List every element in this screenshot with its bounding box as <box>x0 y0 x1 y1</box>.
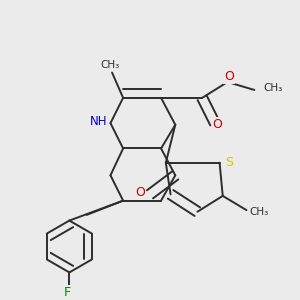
Text: O: O <box>224 70 234 83</box>
Text: S: S <box>225 156 233 169</box>
Text: CH₃: CH₃ <box>250 207 269 217</box>
Text: CH₃: CH₃ <box>101 60 120 70</box>
Text: O: O <box>135 186 145 199</box>
Text: CH₃: CH₃ <box>263 83 283 93</box>
Text: NH: NH <box>90 115 107 128</box>
Text: O: O <box>212 118 222 131</box>
Text: F: F <box>64 286 71 298</box>
